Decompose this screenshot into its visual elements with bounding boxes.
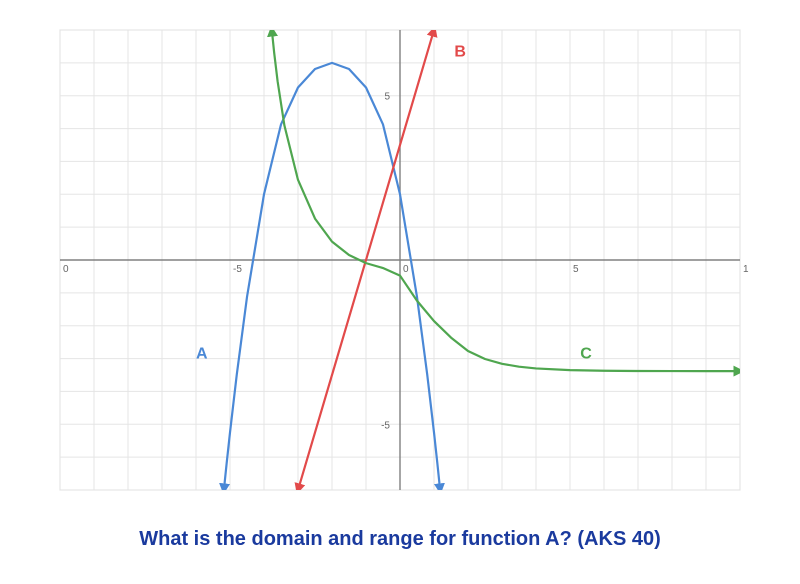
series-label-b: B bbox=[454, 43, 466, 60]
svg-text:5: 5 bbox=[384, 92, 390, 103]
svg-text:1: 1 bbox=[743, 264, 749, 275]
svg-text:-5: -5 bbox=[381, 420, 390, 431]
question-text: What is the domain and range for functio… bbox=[139, 528, 661, 551]
chart-svg: 0 -5 0 5 1 5 -5 A B C bbox=[40, 10, 760, 510]
svg-text:0: 0 bbox=[63, 264, 69, 275]
series-label-c: C bbox=[580, 346, 592, 363]
svg-text:5: 5 bbox=[573, 264, 579, 275]
series-label-a: A bbox=[196, 346, 208, 363]
svg-text:0: 0 bbox=[403, 264, 409, 275]
svg-text:-5: -5 bbox=[233, 264, 242, 275]
coordinate-chart: 0 -5 0 5 1 5 -5 A B C bbox=[40, 10, 760, 510]
